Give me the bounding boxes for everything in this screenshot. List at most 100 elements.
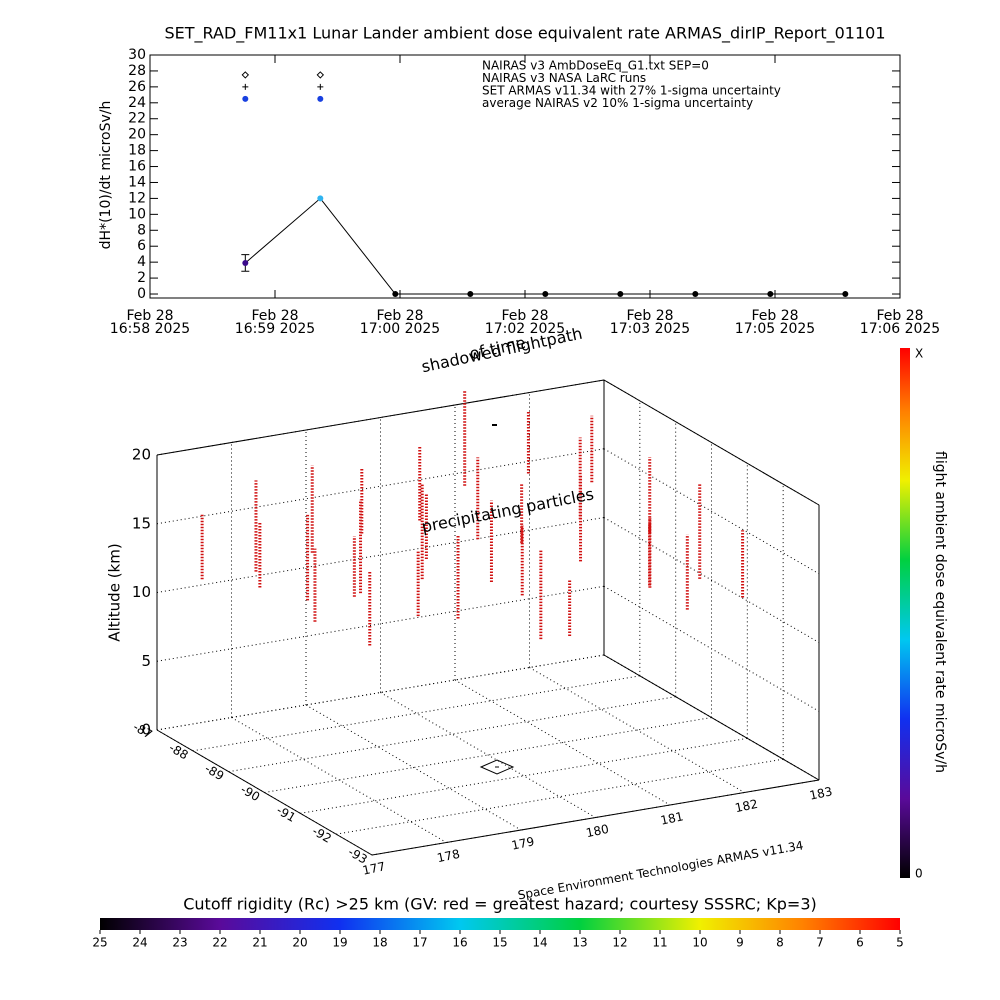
x-tick-label: Feb 28 17:02 2025 <box>485 308 565 337</box>
rigidity-tick-label: 25 <box>92 936 107 950</box>
y-tick-label: 14 <box>128 174 146 190</box>
lat-tick-label: -90 <box>238 782 262 804</box>
x-tick-label: Feb 28 16:59 2025 <box>235 308 315 337</box>
box-edge <box>156 379 605 456</box>
box-edge <box>371 779 820 856</box>
x-tick-label: Feb 28 17:00 2025 <box>360 308 440 337</box>
annotation: precipitating particles <box>420 484 595 536</box>
marker <box>617 291 624 298</box>
chart-title: SET_RAD_FM11x1 Lunar Lander ambient dose… <box>164 24 885 44</box>
rigidity-tick-label: 23 <box>172 936 187 950</box>
z-tick-label: 20 <box>132 446 151 464</box>
lat-tick-label: -87 <box>131 720 155 742</box>
marker <box>241 71 250 79</box>
y-tick-label: 6 <box>137 238 146 254</box>
rigidity-tick-label: 20 <box>292 936 307 950</box>
colorbar <box>900 348 910 878</box>
y-tick-label: 28 <box>128 63 146 79</box>
marker <box>317 83 324 90</box>
lat-tick-label: -92 <box>310 824 334 846</box>
lon-tick-label: 179 <box>510 834 535 852</box>
rigidity-tick-label: 19 <box>332 936 347 950</box>
rigidity-tick-label: 13 <box>572 936 587 950</box>
y-tick-label: 4 <box>137 254 146 270</box>
flightpath-marker <box>479 759 515 775</box>
x-tick-label: Feb 28 16:58 2025 <box>110 308 190 337</box>
rigidity-tick-label: 11 <box>652 936 667 950</box>
grid-line <box>380 692 596 818</box>
y-tick-label: 18 <box>128 143 146 159</box>
y-axis-label: dH*(10)/dt microSv/h <box>98 101 114 250</box>
rigidity-tick-label: 22 <box>212 936 227 950</box>
marker <box>317 95 324 102</box>
z-tick-label: 5 <box>141 652 151 670</box>
rigidity-tick-label: 15 <box>492 936 507 950</box>
lon-tick-label: 177 <box>361 859 386 877</box>
colorbar-bottom-label: 0 <box>915 867 923 881</box>
line <box>244 197 846 295</box>
y-tick-label: 8 <box>137 222 146 238</box>
marker <box>392 291 399 298</box>
rigidity-tick-label: 16 <box>452 936 467 950</box>
lon-tick-label: 181 <box>659 809 684 827</box>
y-tick-label: 26 <box>128 79 146 95</box>
rigidity-label: Cutoff rigidity (Rc) >25 km (GV: red = g… <box>183 895 817 914</box>
rigidity-tick-label: 21 <box>252 936 267 950</box>
rigidity-tick-label: 7 <box>816 936 824 950</box>
lat-tick-label: -91 <box>274 803 298 825</box>
lat-tick-label: -88 <box>167 741 191 763</box>
z-tick-label: 10 <box>132 583 151 601</box>
marker <box>467 291 474 298</box>
legend-entry: SET ARMAS v11.34 with 27% 1-sigma uncert… <box>482 84 781 98</box>
rigidity-tick-label: 8 <box>776 936 784 950</box>
grid-line <box>228 696 676 773</box>
x-tick-label: Feb 28 17:06 2025 <box>860 308 940 337</box>
rigidity-tick-label: 5 <box>896 936 904 950</box>
rigidity-tick-label: 17 <box>412 936 427 950</box>
rigidity-tick-label: 10 <box>692 936 707 950</box>
marker <box>242 83 249 90</box>
y-tick-label: 24 <box>128 95 146 111</box>
y-tick-label: 20 <box>128 127 146 143</box>
marker <box>242 95 249 102</box>
legend-entry: NAIRAS v3 AmbDoseEq_G1.txt SEP=0 <box>482 59 709 73</box>
grid-line <box>529 667 745 793</box>
lon-tick-label: 183 <box>808 784 833 802</box>
grid-line <box>192 675 640 752</box>
rigidity-tick-label: 18 <box>372 936 387 950</box>
marker <box>692 291 699 298</box>
grid-line <box>305 704 522 831</box>
z-tick-label: 15 <box>132 514 151 532</box>
grid-line <box>231 717 447 843</box>
3d-plot: 05101520-87-88-89-90-91-92-9317717817918… <box>106 379 834 878</box>
box-edge <box>156 729 373 856</box>
grid-line <box>336 758 784 835</box>
colorbar-top-label: X <box>915 347 923 361</box>
x-tick-label: Feb 28 17:03 2025 <box>610 308 690 337</box>
rigidity-tick-label: 14 <box>532 936 547 950</box>
y-tick-label: 2 <box>137 270 146 286</box>
grid-line <box>454 679 671 806</box>
rigidity-tick-label: 6 <box>856 936 864 950</box>
marker <box>842 291 849 298</box>
grid-line <box>156 517 605 593</box>
box-edge <box>603 654 820 781</box>
z-axis-label: Altitude (km) <box>106 543 124 641</box>
y-tick-label: 10 <box>128 206 146 222</box>
grid-line <box>300 737 748 814</box>
x-tick-label: Feb 28 17:05 2025 <box>735 308 815 337</box>
rigidity-bar <box>100 918 900 930</box>
z-tick-label: 0 <box>141 721 151 739</box>
y-tick-label: 16 <box>128 159 146 175</box>
y-tick-label: 30 <box>128 47 146 63</box>
grid-line <box>603 517 820 643</box>
marker <box>316 71 325 79</box>
lat-tick-label: -89 <box>202 761 226 783</box>
rigidity-tick-label: 24 <box>132 936 147 950</box>
marker <box>317 195 324 202</box>
box-edge <box>603 379 820 506</box>
legend-entry: NAIRAS v3 NASA LaRC runs <box>482 71 646 85</box>
marker <box>242 259 249 266</box>
credit: Space Environment Technologies ARMAS v11… <box>517 838 805 902</box>
